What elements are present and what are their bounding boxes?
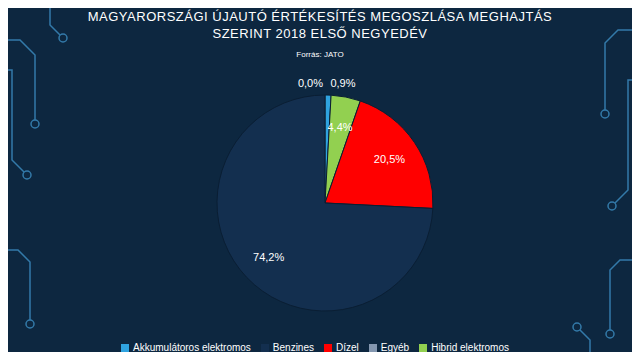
- svg-text:4,4%: 4,4%: [328, 121, 353, 133]
- html-text:Egyéb: Egyéb: [380, 342, 410, 353]
- html-text:Hibrid elektromos: Hibrid elektromos: [431, 342, 509, 353]
- html-text:Forrás: JATO: Forrás: JATO: [296, 50, 344, 59]
- html-text:MAGYARORSZÁGI ÚJAUTÓ ÉRTÉKESÍT: MAGYARORSZÁGI ÚJAUTÓ ÉRTÉKESÍTÉS MEGOSZL…: [87, 9, 553, 41]
- html-text:Akkumulátoros elektromos: Akkumulátoros elektromos: [133, 342, 251, 353]
- svg-text:0,9%: 0,9%: [330, 77, 355, 89]
- html-text:Benzines: Benzines: [272, 342, 314, 353]
- svg-text:74,2%: 74,2%: [253, 251, 284, 263]
- svg-text:0,0%: 0,0%: [298, 77, 323, 89]
- svg-text:20,5%: 20,5%: [374, 153, 405, 165]
- html-text:Dízel: Dízel: [336, 342, 359, 353]
